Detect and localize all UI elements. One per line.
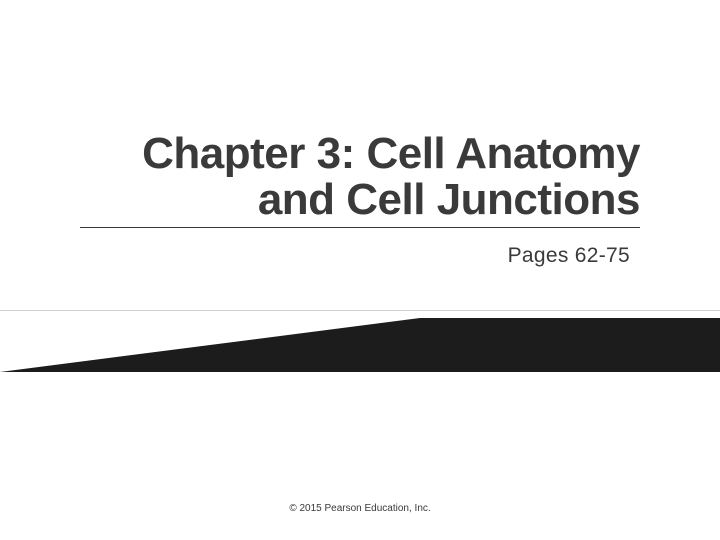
slide: Chapter 3: Cell Anatomy and Cell Junctio… [0,0,720,540]
title-line-2: and Cell Junctions [258,175,640,224]
copyright-footer: © 2015 Pearson Education, Inc. [0,503,720,514]
page-range: Pages 62-75 [80,244,630,268]
title-line-1: Chapter 3: Cell Anatomy [142,129,640,178]
chapter-title: Chapter 3: Cell Anatomy and Cell Junctio… [80,131,640,228]
band-divider-line [0,310,720,311]
decorative-band [0,310,720,390]
